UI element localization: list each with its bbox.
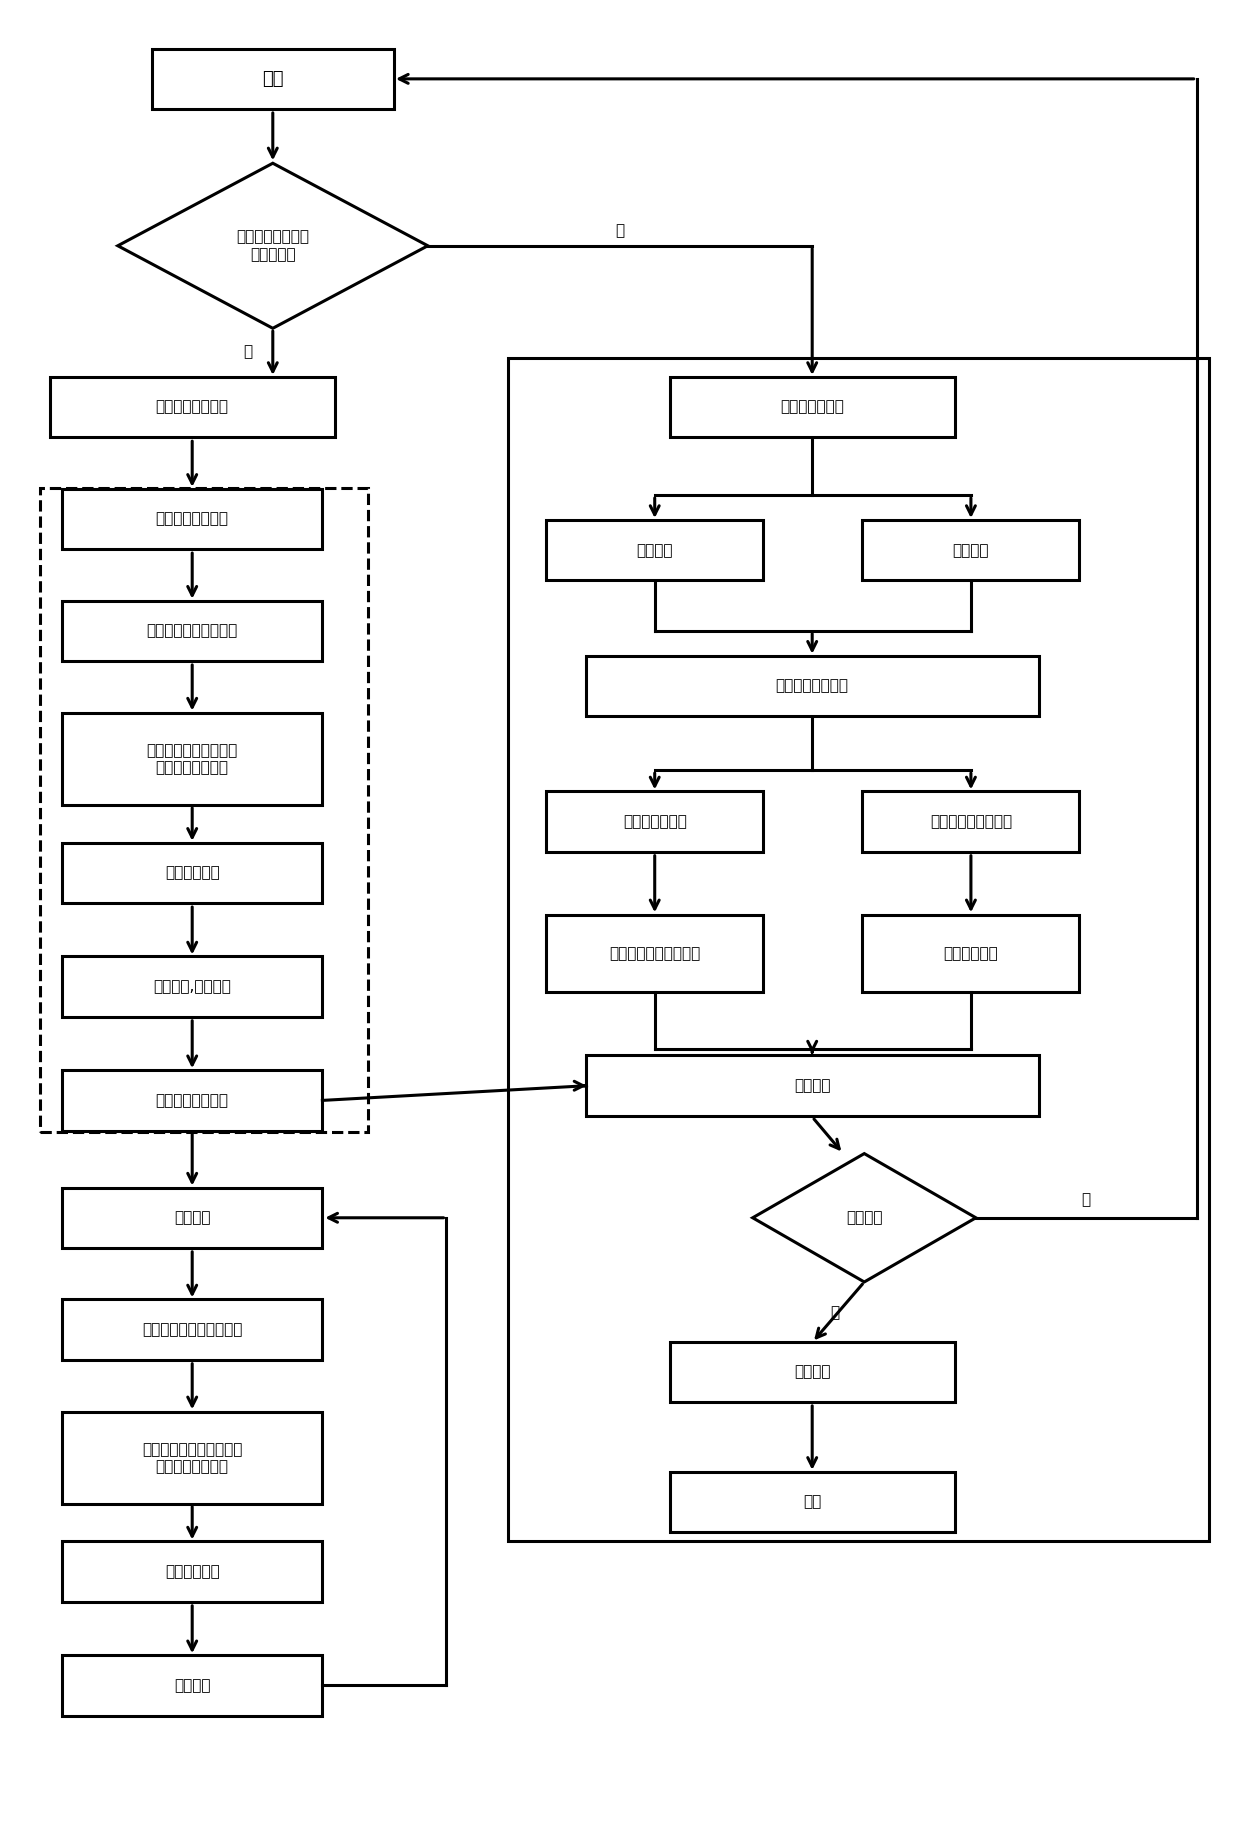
Text: 设置新轴零件类型: 设置新轴零件类型 [156,400,228,414]
Text: 是: 是 [1081,1192,1091,1207]
Bar [62,1188,322,1247]
Text: 继续测量: 继续测量 [846,1210,883,1225]
Bar [863,790,1079,851]
Bar [62,713,322,805]
Bar [546,521,763,581]
Bar [62,1541,322,1603]
Bar [587,1056,1039,1115]
Text: 选定测量任务: 选定测量任务 [165,1564,219,1579]
Bar [670,1471,955,1533]
Text: 形位测量: 形位测量 [636,543,673,558]
Bar [62,488,322,550]
Text: 开始: 开始 [262,70,284,88]
Text: 系统中是否有待测
轴零件类型: 系统中是否有待测 轴零件类型 [237,229,309,262]
Text: 设置新轴零件工位: 设置新轴零件工位 [156,512,228,526]
Bar [863,521,1079,581]
Bar [863,915,1079,992]
Bar [670,1342,955,1403]
Text: 拍取新轴零件各工位图: 拍取新轴零件各工位图 [146,624,238,638]
Text: 测量轴向长度: 测量轴向长度 [944,946,998,961]
Text: 测量同心度和径向跳动: 测量同心度和径向跳动 [609,946,701,961]
Text: 影像测量: 影像测量 [952,543,990,558]
Bar [546,915,763,992]
Text: 移动图像采集系统: 移动图像采集系统 [776,679,848,693]
Text: 参数测量,保存参数: 参数测量,保存参数 [154,979,231,994]
Text: 参数输出: 参数输出 [794,1364,831,1379]
Bar [62,1654,322,1717]
Text: 开始测量: 开始测量 [174,1678,211,1693]
Bar [62,1412,322,1504]
Bar [62,1071,322,1130]
Text: 拍取待测轴零件各工位图: 拍取待测轴零件各工位图 [143,1322,242,1337]
Text: 选择轴零件类型: 选择轴零件类型 [780,400,844,414]
Text: 转动待测轴零件: 转动待测轴零件 [622,814,687,829]
Bar [62,1300,322,1361]
Text: 结合光栅位移传感器: 结合光栅位移传感器 [930,814,1012,829]
Text: 结束: 结束 [804,1495,821,1509]
Text: 参数测量: 参数测量 [174,1210,211,1225]
Bar [508,358,1209,1541]
Polygon shape [118,163,428,328]
Bar [62,957,322,1016]
Text: 保存参数: 保存参数 [794,1078,831,1093]
Text: 拼接各工位图，获取新
轴零件完整轮廓图: 拼接各工位图，获取新 轴零件完整轮廓图 [146,743,238,776]
Bar [40,488,368,1132]
Bar [50,378,335,438]
Text: 保存新轴零件类型: 保存新轴零件类型 [156,1093,228,1108]
Text: 是: 是 [615,224,625,238]
Bar [62,842,322,902]
Text: 设置测量任务: 设置测量任务 [165,866,219,880]
Text: 否: 否 [243,345,253,359]
Bar [546,790,763,851]
Bar [151,48,394,110]
Polygon shape [753,1154,976,1282]
Bar [670,378,955,438]
Bar [587,657,1039,717]
Bar [62,600,322,660]
Text: 拼接各工位图，获取待测
轴零件完整轮廓图: 拼接各工位图，获取待测 轴零件完整轮廓图 [143,1442,242,1475]
Text: 否: 否 [830,1306,839,1320]
